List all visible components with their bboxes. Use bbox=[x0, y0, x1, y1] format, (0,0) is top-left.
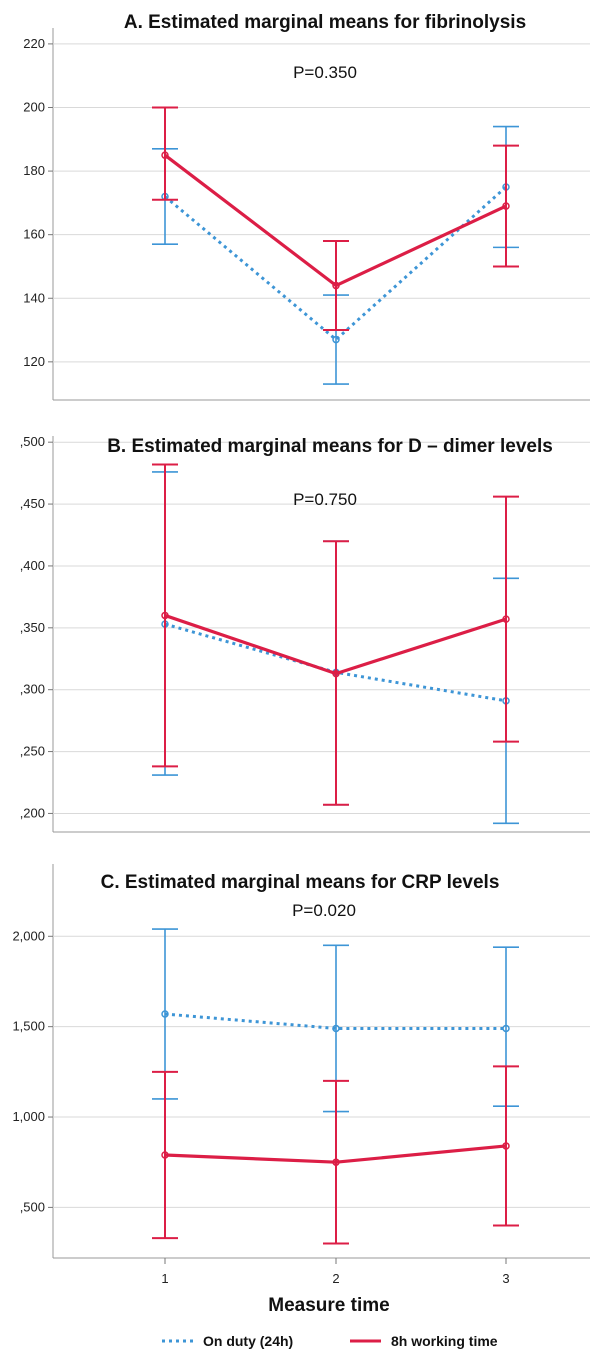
data-point-on-duty bbox=[332, 335, 340, 344]
x-tick-label: 2 bbox=[332, 1271, 339, 1286]
data-point-8h bbox=[332, 1158, 340, 1166]
y-tick-label: 120 bbox=[23, 354, 45, 369]
data-point-on-duty bbox=[502, 1024, 510, 1033]
legend: On duty (24h) 8h working time bbox=[162, 1333, 498, 1349]
panel-c-title: C. Estimated marginal means for CRP leve… bbox=[101, 872, 500, 893]
series-line-8h bbox=[164, 153, 507, 288]
x-axis: 1 2 3 Measure time bbox=[161, 1258, 510, 1316]
y-tick-label: ,200 bbox=[20, 805, 45, 820]
panel-a: 120 140 160 180 200 220 A. Estimated marginal… bbox=[23, 12, 590, 401]
panel-a-title: A. Estimated marginal means for fibrinol… bbox=[124, 12, 526, 33]
legend-on-duty-label: On duty (24h) bbox=[203, 1333, 293, 1349]
series-line-on-duty bbox=[164, 1012, 506, 1030]
data-point-8h bbox=[502, 202, 510, 210]
x-tick-label: 3 bbox=[502, 1271, 509, 1286]
series-line-8h bbox=[164, 613, 507, 676]
data-point-8h bbox=[161, 1151, 169, 1159]
series-line-8h bbox=[164, 1144, 507, 1164]
data-point-8h bbox=[161, 151, 169, 159]
y-tick-label: ,500 bbox=[20, 1199, 45, 1214]
data-point-on-duty bbox=[161, 1010, 169, 1018]
data-point-8h bbox=[332, 669, 340, 678]
y-tick-label: ,450 bbox=[20, 496, 45, 511]
data-point-8h bbox=[502, 1142, 510, 1150]
y-tick-label: ,350 bbox=[20, 620, 45, 635]
panel-b: ,200 ,250 ,300 ,350 ,400 ,450 ,500 B. Estimate… bbox=[20, 434, 590, 833]
panel-c: ,500 1,000 1,500 2,000 C. Estimated margina… bbox=[12, 864, 590, 1259]
y-tick-label: 200 bbox=[23, 99, 45, 114]
y-tick-label: 180 bbox=[23, 163, 45, 178]
panel-b-p-value: P=0.750 bbox=[293, 490, 357, 509]
y-tick-label: 220 bbox=[23, 36, 45, 51]
data-point-8h bbox=[161, 611, 169, 620]
data-point-8h bbox=[502, 615, 510, 623]
y-tick-label: ,300 bbox=[20, 682, 45, 697]
y-tick-label: 140 bbox=[23, 290, 45, 305]
panel-b-title: B. Estimated marginal means for D – dime… bbox=[107, 436, 553, 457]
panel-a-p-value: P=0.350 bbox=[293, 63, 357, 82]
x-tick-label: 1 bbox=[161, 1271, 168, 1286]
y-tick-label: ,250 bbox=[20, 744, 45, 759]
legend-8h-label: 8h working time bbox=[391, 1333, 498, 1349]
x-axis-title: Measure time bbox=[268, 1295, 389, 1316]
data-point-8h bbox=[332, 281, 340, 290]
y-tick-label: 2,000 bbox=[12, 928, 45, 943]
data-point-on-duty bbox=[332, 1024, 340, 1033]
y-tick-label: 1,500 bbox=[12, 1019, 45, 1034]
y-tick-label: ,400 bbox=[20, 558, 45, 573]
panel-c-p-value: P=0.020 bbox=[292, 901, 356, 920]
y-tick-label: 1,000 bbox=[12, 1109, 45, 1124]
y-tick-label: ,500 bbox=[20, 434, 45, 449]
y-tick-label: 160 bbox=[23, 227, 45, 242]
